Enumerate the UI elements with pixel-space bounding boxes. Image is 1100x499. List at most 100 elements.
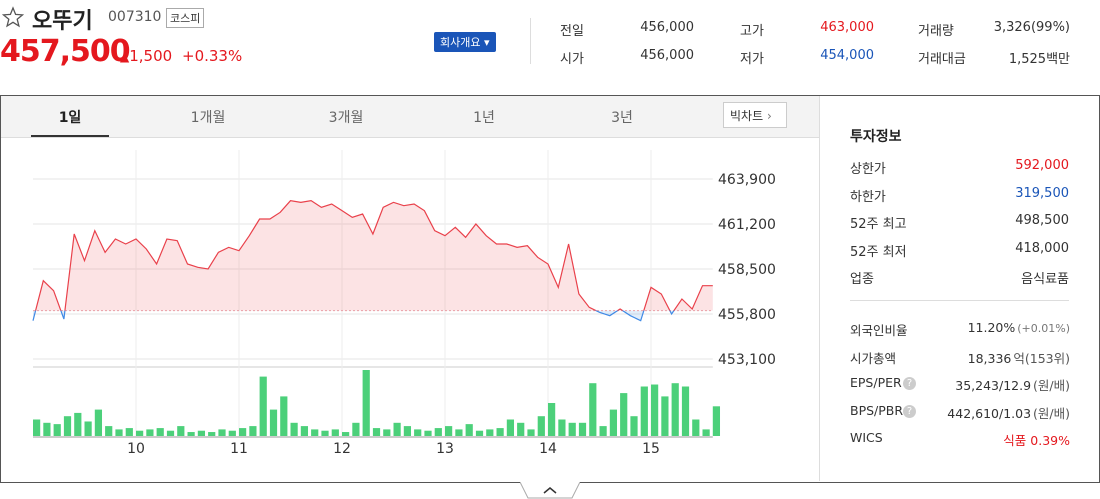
change-pct: +0.33% — [182, 47, 243, 65]
info-label: BPS/PBR — [850, 402, 904, 418]
info-main: 11.20% — [967, 320, 1016, 335]
volume-bar — [640, 386, 648, 436]
volume-bar — [311, 429, 319, 436]
info-value: 319,500 — [1015, 185, 1069, 201]
y-tick-label: 461,200 — [718, 217, 776, 233]
info-value: 음식료품 — [1021, 272, 1069, 287]
volume-bar — [177, 426, 185, 436]
tab: 1년 — [473, 110, 495, 126]
price-line-down — [32, 310, 675, 322]
volume-bar — [321, 430, 329, 436]
y-tick-label: 458,500 — [718, 262, 776, 278]
volume-bar — [537, 416, 545, 436]
volume-bar — [115, 429, 123, 436]
info-label: 업종 — [850, 272, 874, 287]
volume-bar — [269, 409, 278, 436]
x-tick-label: 13 — [436, 441, 454, 457]
volume-bar — [527, 429, 535, 436]
info-main: 35,243/12.9 — [955, 378, 1032, 393]
volume-bar — [208, 432, 216, 436]
info-value: 442,610/1.03 (원/배) — [947, 403, 1070, 422]
volume-bar — [403, 426, 412, 436]
info-label: WICS — [850, 430, 883, 445]
big-chart-button[interactable]: 빅차트 › — [723, 102, 787, 128]
volume-bar — [218, 429, 226, 436]
volume-bar — [702, 429, 710, 436]
area-up — [35, 200, 713, 311]
current-price: 457,500 — [0, 34, 131, 69]
info-label: 상한가 — [850, 162, 886, 177]
volume-bar — [578, 422, 587, 436]
volume-bar — [342, 432, 350, 436]
panel-divider — [819, 96, 820, 481]
tab: 3년 — [611, 110, 633, 126]
volume-bar — [166, 430, 175, 436]
company-button[interactable]: 회사개요 ▾ — [434, 32, 496, 52]
quote-label: 고가 — [740, 24, 764, 39]
tab-underline — [31, 135, 109, 137]
help-icon: ? — [903, 377, 916, 390]
volume-bar — [609, 409, 618, 436]
market-badge: 코스피 — [166, 8, 205, 28]
quote-value: 463,000 — [820, 20, 874, 35]
info-value: 11.20% (+0.01%) — [968, 320, 1070, 335]
change: ▲1,500 — [120, 47, 173, 65]
volume-bar — [475, 430, 484, 436]
volume-bar — [187, 432, 195, 436]
quote-value: 456,000 — [640, 20, 694, 35]
volume-bar — [197, 430, 206, 436]
quote-label: 거래량 — [918, 24, 954, 39]
volume-bar — [517, 422, 525, 436]
star-icon[interactable] — [2, 6, 24, 28]
volume-bar — [372, 428, 381, 436]
change-value: 1,500 — [129, 47, 173, 65]
y-tick-label: 455,800 — [718, 307, 776, 323]
quote-value: 1,525백만 — [1008, 52, 1070, 67]
volume-bar — [362, 370, 370, 436]
quote-label: 시가 — [560, 52, 584, 67]
volume-bar — [620, 393, 628, 436]
info-main: 18,336 — [967, 350, 1012, 366]
volume-bar — [496, 428, 504, 436]
volume-bar — [63, 416, 72, 436]
company-button-text: 회사개요 — [440, 36, 481, 49]
volume-bar — [414, 429, 422, 436]
volume-bar — [94, 409, 103, 436]
info-label: EPS/PER — [850, 375, 902, 390]
quote-label: 저가 — [740, 52, 764, 67]
volume-bar — [300, 426, 309, 436]
volume-bar — [352, 422, 360, 436]
volume-bar — [239, 428, 247, 436]
volume-bar — [259, 376, 267, 436]
volume-bar — [84, 421, 92, 436]
panel-title: 투자정보 — [850, 129, 902, 145]
volume-bar — [465, 424, 473, 436]
collapse-tab[interactable] — [520, 482, 580, 499]
tab-bar — [1, 96, 819, 138]
big-chart-text: 빅차트 — [730, 109, 764, 123]
info-label: 52주 최고 — [850, 217, 907, 232]
info-sub: 0.39% — [1030, 433, 1070, 448]
volume-bar — [599, 426, 607, 436]
y-tick-label: 453,100 — [718, 352, 776, 368]
quote-label: 거래대금 — [918, 52, 966, 67]
info-main: 식품 — [1003, 433, 1027, 448]
volume-bar — [712, 406, 721, 436]
tab: 1개월 — [190, 110, 226, 126]
info-label: 시가총액 — [850, 350, 897, 366]
volume-bar — [506, 419, 515, 436]
volume-bar — [74, 412, 82, 436]
x-tick-label: 12 — [333, 441, 351, 457]
volume-bar — [53, 424, 61, 436]
volume-bar — [486, 429, 494, 436]
x-tick-label: 14 — [539, 441, 557, 457]
panel-divider — [850, 300, 1069, 301]
volume-bar — [671, 383, 679, 436]
quote-value: 454,000 — [820, 48, 874, 63]
info-value: 18,336 억(153위) — [968, 348, 1070, 367]
volume-bar — [661, 396, 669, 436]
volume-bar — [651, 384, 659, 436]
x-tick-label: 15 — [642, 441, 660, 457]
tab: 3개월 — [328, 110, 364, 126]
